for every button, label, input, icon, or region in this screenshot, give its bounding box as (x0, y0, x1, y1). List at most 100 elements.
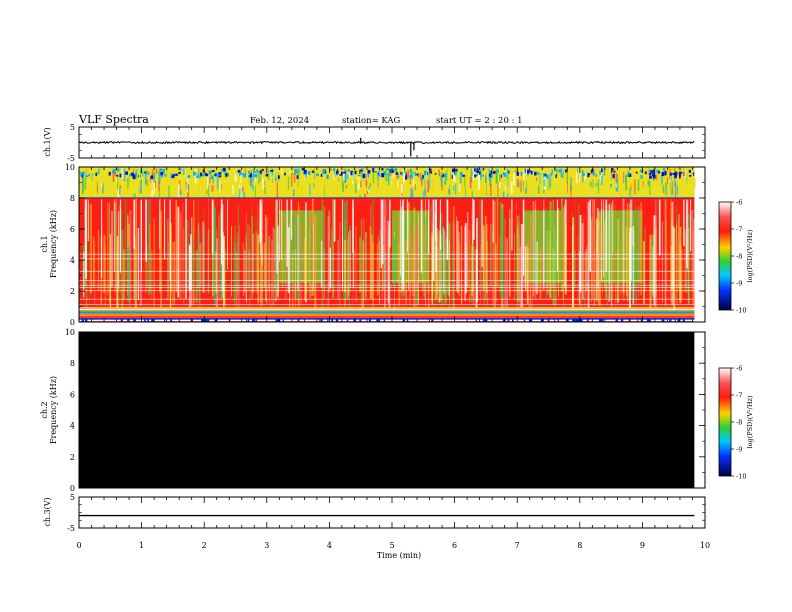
upper-band-texture (201, 179, 203, 191)
top-fringe (162, 169, 165, 174)
upper-band-texture (481, 183, 484, 195)
top-fringe (482, 168, 485, 171)
upper-band-texture (450, 172, 451, 181)
upper-band-texture (413, 174, 415, 186)
top-fringe (175, 173, 178, 176)
spectral-striation (504, 238, 507, 308)
spectral-striation (305, 244, 308, 296)
top-fringe (527, 169, 530, 174)
upper-band-texture (472, 168, 475, 181)
upper-band-texture (498, 182, 501, 188)
upper-band-texture (682, 171, 685, 177)
spectral-striation (312, 230, 314, 291)
top-fringe (679, 174, 681, 179)
upper-band-texture (239, 188, 241, 198)
top-fringe (85, 175, 88, 177)
spectral-striation (387, 220, 390, 304)
upper-band-texture (449, 177, 451, 190)
upper-band-texture (458, 184, 461, 192)
y-tick-label: 4 (70, 422, 75, 431)
spectral-striation (604, 221, 606, 289)
top-fringe (303, 169, 307, 175)
bottom-fringe (565, 319, 567, 322)
spectral-burst (286, 199, 288, 267)
upper-band-texture (578, 168, 580, 182)
upper-band-texture (409, 175, 411, 185)
spectral-striation (485, 234, 487, 305)
spectral-striation (188, 244, 191, 291)
spectral-striation (261, 246, 263, 305)
upper-band-texture (102, 183, 104, 194)
upper-band-texture (505, 168, 507, 178)
spectral-burst (481, 199, 483, 267)
top-fringe (320, 174, 323, 177)
spectral-striation (667, 234, 669, 300)
upper-band-texture (440, 174, 442, 182)
ch2-spectrogram-ylabel-frequency: Frequency (kHz) (49, 376, 58, 444)
spectral-striation (401, 206, 403, 293)
spectral-burst (631, 199, 633, 281)
colorbar-tick-label: -8 (736, 418, 742, 426)
low-frequency-line (79, 316, 695, 318)
upper-band-texture (340, 173, 343, 185)
spectral-burst (211, 199, 214, 254)
upper-band-texture (392, 174, 395, 179)
top-fringe (291, 173, 294, 175)
spectral-striation (124, 199, 127, 287)
bottom-fringe (207, 319, 210, 322)
upper-band-texture (472, 171, 474, 176)
upper-band-texture (113, 185, 115, 197)
upper-band-texture (356, 183, 357, 193)
upper-band-texture (168, 185, 170, 198)
spectral-striation (248, 249, 250, 290)
top-fringe (254, 174, 258, 178)
spectral-striation (329, 247, 331, 289)
top-fringe (343, 171, 346, 174)
upper-band-texture (572, 175, 574, 180)
top-fringe (565, 170, 567, 174)
top-fringe (669, 172, 672, 176)
ch1-colorbar: -6 -7 -8 -9 -10 log(PSD)(V²/Hz) (718, 198, 754, 314)
upper-band-texture (464, 185, 466, 196)
spectral-striation (581, 223, 584, 299)
spectral-striation (255, 230, 258, 290)
upper-band-texture (666, 177, 668, 185)
top-fringe (592, 171, 595, 175)
x-axis-tick-labels: 0 1 2 3 4 5 6 7 8 9 10 (76, 541, 710, 550)
spectral-striation (652, 246, 654, 295)
upper-band-texture (334, 168, 336, 177)
upper-band-texture (526, 180, 528, 194)
upper-band-texture (345, 184, 348, 189)
top-fringe (613, 170, 616, 173)
upper-band-texture (466, 174, 469, 179)
upper-band-texture (489, 181, 491, 186)
spectral-striation (610, 203, 613, 301)
bottom-fringe (319, 319, 321, 322)
x-tick-label: 9 (640, 541, 645, 550)
upper-band-texture (563, 169, 564, 179)
upper-band-texture (429, 174, 431, 189)
spectral-striation (177, 206, 180, 298)
upper-band-texture (623, 172, 625, 184)
spectral-burst (342, 199, 344, 283)
spectral-striation (195, 250, 198, 303)
ch2-colorbar: -6 -7 -8 -9 -10 log(PSD)(V²/Hz) (718, 364, 754, 480)
spectral-striation (678, 213, 680, 289)
spectral-striation (310, 226, 313, 295)
top-fringe (479, 171, 481, 175)
upper-band-texture (336, 187, 339, 198)
top-fringe (241, 173, 245, 176)
upper-band-texture (519, 168, 522, 182)
bottom-fringe (277, 319, 281, 322)
ch1-spectrogram-ylabel-frequency: Frequency (kHz) (49, 210, 58, 278)
top-fringe (160, 174, 163, 178)
top-fringe (391, 168, 394, 173)
spectral-striation (590, 213, 592, 294)
upper-band-texture (432, 179, 434, 195)
spectral-burst (145, 199, 147, 262)
upper-band-texture (94, 171, 97, 185)
bottom-fringe (205, 319, 208, 322)
spectral-striation (447, 238, 449, 291)
upper-band-texture (424, 179, 426, 193)
upper-band-texture (262, 178, 264, 190)
